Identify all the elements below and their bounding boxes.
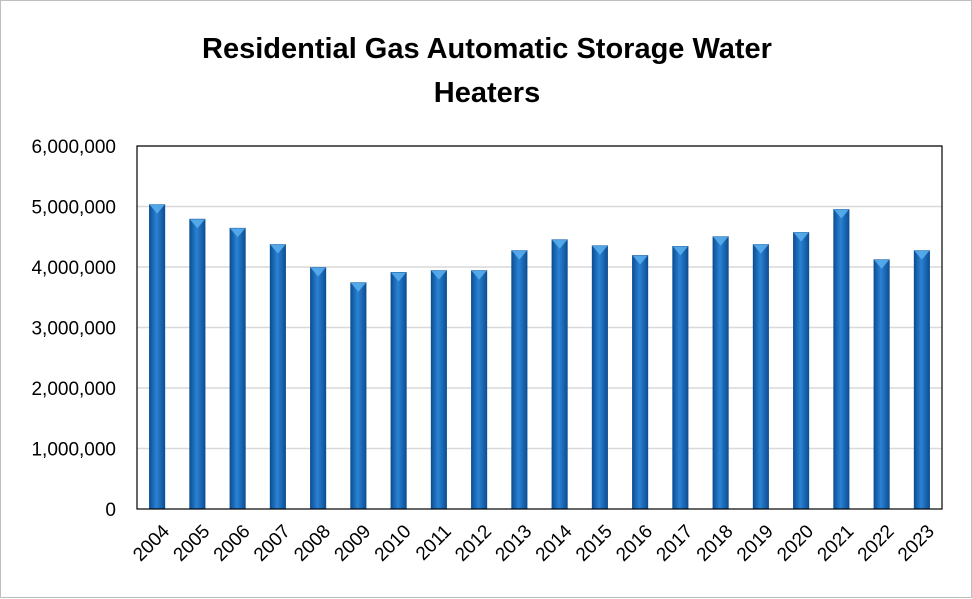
bar-cap: [712, 236, 729, 246]
bar: [471, 270, 488, 510]
bar: [632, 255, 649, 510]
x-tick-label: 2023: [894, 521, 939, 566]
bar: [712, 236, 729, 510]
bar-cap: [793, 232, 809, 242]
bar-cap: [551, 239, 568, 249]
x-tick-label: 2020: [773, 521, 818, 566]
bar-cap: [310, 267, 326, 277]
bar-cap: [753, 244, 769, 254]
x-tick-label: 2015: [572, 521, 617, 566]
bar: [149, 204, 166, 510]
bar: [551, 239, 568, 510]
bar: [189, 218, 206, 510]
bar: [269, 244, 286, 510]
bar-cap: [833, 209, 850, 219]
x-tick-label: 2019: [733, 521, 778, 566]
bar: [833, 209, 850, 510]
y-tick-label: 5,000,000: [31, 198, 116, 219]
bar-cap: [873, 259, 890, 269]
bar: [913, 250, 930, 510]
bar-cap: [229, 228, 246, 238]
bar: [390, 272, 407, 510]
bar-cap: [390, 272, 407, 282]
plot-area-border: [136, 145, 943, 510]
bar-cap: [270, 244, 286, 254]
bar-cap: [431, 270, 447, 280]
x-tick-label: 2010: [371, 521, 416, 566]
bar: [873, 259, 890, 510]
bar: [752, 244, 769, 510]
chart-title: Residential Gas Automatic Storage Water …: [1, 27, 972, 115]
x-tick-label: 2022: [854, 521, 899, 566]
bar-cap: [632, 255, 648, 265]
x-tick-label: 2006: [210, 521, 255, 566]
y-tick-label: 1,000,000: [31, 440, 116, 461]
bar-cap: [914, 250, 930, 260]
bar-cap: [149, 204, 165, 214]
bar: [793, 232, 810, 510]
x-tick-label: 2021: [814, 521, 859, 566]
bar: [591, 245, 608, 510]
y-tick-label: 6,000,000: [31, 137, 116, 158]
bar: [511, 250, 528, 510]
x-tick-label: 2012: [451, 521, 496, 566]
x-tick-label: 2011: [412, 521, 456, 565]
y-tick-label: 0: [105, 500, 116, 521]
bar-cap: [672, 246, 689, 256]
x-tick-label: 2004: [129, 521, 174, 566]
bar-cap: [189, 219, 206, 229]
x-tick-label: 2007: [250, 521, 295, 566]
x-tick-label: 2005: [170, 521, 215, 566]
y-tick-label: 3,000,000: [31, 319, 116, 340]
x-tick-label: 2017: [653, 521, 698, 566]
chart-title-line-1: Residential Gas Automatic Storage Water: [202, 33, 772, 65]
x-tick-label: 2014: [532, 521, 577, 566]
bar-cap: [350, 282, 367, 292]
bar-cap: [471, 270, 487, 280]
bar: [672, 246, 689, 510]
bar-cap: [592, 245, 608, 255]
y-tick-label: 4,000,000: [31, 258, 116, 279]
chart-title-line-2: Heaters: [433, 77, 541, 109]
x-tick-label: 2016: [612, 521, 657, 566]
bar: [430, 270, 447, 510]
bar: [310, 267, 327, 510]
x-tick-label: 2013: [492, 521, 537, 566]
bar: [350, 282, 367, 510]
bar: [229, 227, 246, 510]
x-tick-label: 2009: [331, 521, 376, 566]
bar-cap: [511, 250, 528, 260]
y-tick-label: 2,000,000: [31, 379, 116, 400]
x-tick-label: 2018: [693, 521, 738, 566]
x-tick-label: 2008: [290, 521, 335, 566]
